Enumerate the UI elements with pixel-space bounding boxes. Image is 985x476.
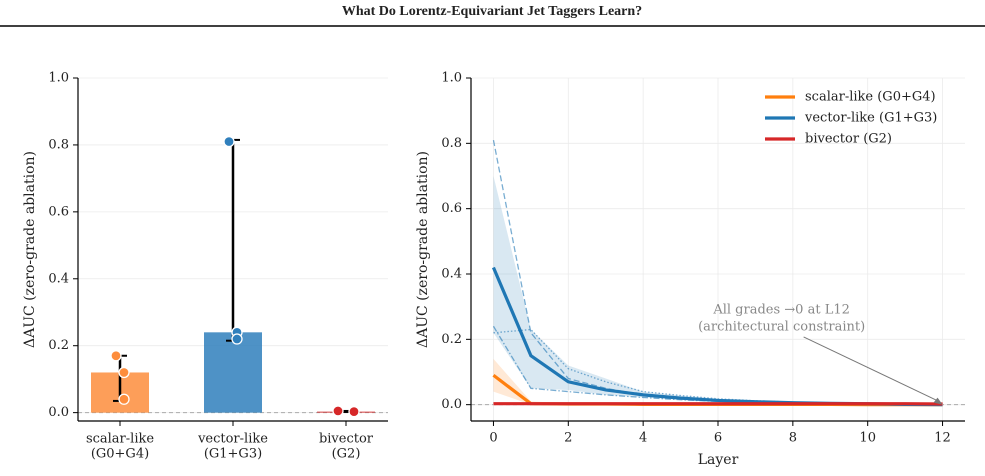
point — [231, 333, 243, 345]
x-tick-label: 10 — [859, 431, 876, 446]
y-tick-label: 0.2 — [48, 338, 69, 353]
point — [223, 135, 235, 148]
band — [493, 176, 943, 405]
y-tick-label: 0.0 — [441, 397, 462, 412]
y-axis-label: ΔAUC (zero-grade ablation) — [22, 151, 38, 348]
legend-label: bivector (G2) — [805, 132, 892, 147]
annotation-arrow — [803, 336, 940, 403]
point — [348, 405, 360, 418]
y-tick-label: 0.6 — [48, 204, 69, 219]
x-tick-label: 8 — [789, 431, 797, 446]
x-tick-label: 12 — [934, 431, 951, 446]
x-tick-label: bivector — [319, 432, 374, 447]
y-tick-label: 0.0 — [48, 405, 69, 420]
x-tick-label: 6 — [714, 431, 722, 446]
run-line — [493, 328, 943, 406]
annotation-text: (architectural constraint) — [698, 319, 865, 334]
y-tick-label: 0.2 — [441, 332, 462, 347]
annotation-text: All grades →0 at L12 — [712, 302, 850, 317]
x-tick-label: 2 — [564, 431, 572, 446]
x-tick-label: (G1+G3) — [204, 447, 262, 462]
legend-label: scalar-like (G0+G4) — [805, 90, 936, 105]
point — [118, 393, 130, 405]
x-tick-label: vector-like — [197, 432, 268, 447]
y-axis-label: ΔAUC (zero-grade ablation) — [415, 151, 431, 348]
y-tick-label: 0.8 — [441, 136, 462, 151]
point — [118, 366, 130, 379]
arrow-head — [933, 397, 943, 405]
y-tick-label: 0.4 — [48, 271, 69, 286]
x-tick-label: (G2) — [332, 447, 361, 462]
x-axis-label: Layer — [698, 452, 739, 468]
point — [110, 350, 122, 362]
y-tick-label: 1.0 — [48, 71, 69, 86]
page-title: What Do Lorentz-Equivariant Jet Taggers … — [342, 4, 642, 19]
x-tick-label: 4 — [639, 431, 647, 446]
point — [332, 405, 344, 417]
y-tick-label: 0.4 — [441, 267, 462, 282]
y-tick-label: 0.8 — [48, 137, 69, 152]
bar — [204, 332, 262, 413]
x-tick-label: 0 — [489, 431, 497, 446]
legend-label: vector-like (G1+G3) — [804, 111, 937, 126]
y-tick-label: 0.6 — [441, 201, 462, 216]
x-tick-label: (G0+G4) — [91, 447, 149, 462]
y-tick-label: 1.0 — [441, 71, 462, 86]
x-tick-label: scalar-like — [86, 432, 154, 447]
